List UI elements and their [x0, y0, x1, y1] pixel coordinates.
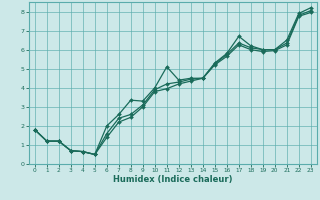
X-axis label: Humidex (Indice chaleur): Humidex (Indice chaleur)	[113, 175, 233, 184]
